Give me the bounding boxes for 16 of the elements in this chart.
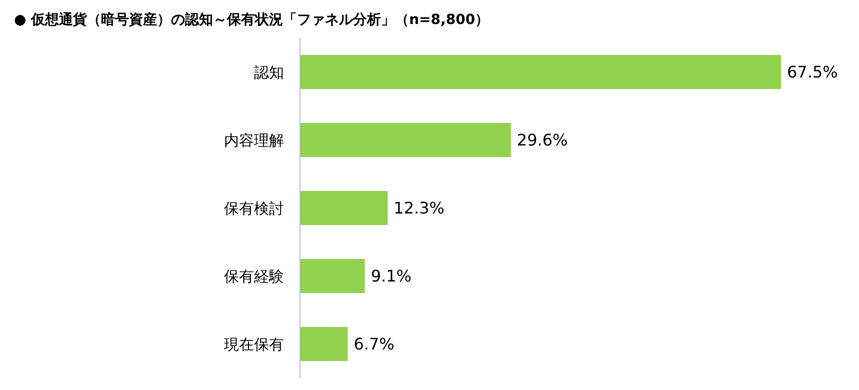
data-label: 6.7% xyxy=(354,334,394,354)
bar xyxy=(300,259,365,293)
bar xyxy=(300,191,388,225)
y-tick-label: 現在保有 xyxy=(224,335,284,354)
data-label: 9.1% xyxy=(370,266,412,286)
y-tick-label: 保有経験 xyxy=(224,267,284,286)
data-label: 67.5% xyxy=(787,62,838,82)
data-label: 12.3% xyxy=(394,198,444,218)
y-tick-label: 認知 xyxy=(254,63,284,82)
bar xyxy=(300,327,348,361)
data-label: 29.6% xyxy=(516,130,568,150)
y-tick-label: 内容理解 xyxy=(224,131,284,150)
bar xyxy=(300,123,511,157)
chart-title: ● 仮想通貨（暗号資産）の認知～保有状況「ファネル分析」（n=8,800） xyxy=(13,10,490,30)
y-tick-label: 保有検討 xyxy=(224,199,284,218)
bar xyxy=(300,55,781,89)
